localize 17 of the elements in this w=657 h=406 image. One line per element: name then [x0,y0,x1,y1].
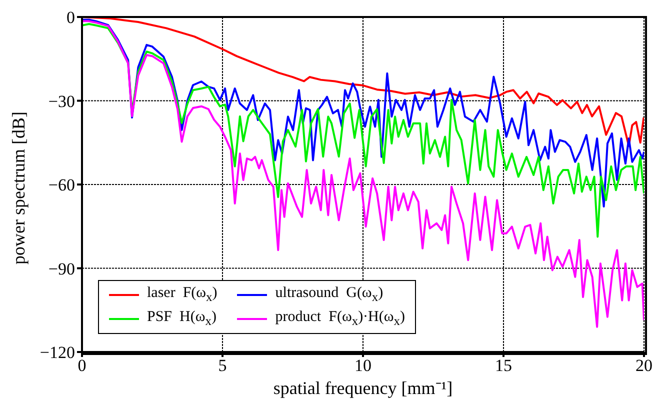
y-tick-label: −60 [48,176,75,195]
line-series [82,18,644,208]
y-axis-title: power spectrum [dB] [8,112,28,264]
y-tick-label: −90 [48,259,75,278]
x-axis-title: spatial frequency [mm⁻¹] [273,378,453,398]
y-tick-label: −30 [48,92,75,111]
x-tick-label: 20 [636,356,652,376]
y-tick-label: 0 [66,8,75,28]
legend-label: laser F(ω$_{x}$) [147,285,218,305]
x-tick-label: 15 [495,356,512,376]
x-tick-label: 10 [354,356,372,376]
y-tick-label: −120 [40,343,75,362]
line-series [82,22,644,238]
legend-label: product F(ω$_{x}$)·H(ω$_{x}$) [275,309,406,329]
legend-label: ultrasound G(ω$_{x}$) [275,285,384,305]
x-tick-label: 5 [218,356,227,376]
legend-label: PSF H(ω$_{x}$) [147,309,216,329]
